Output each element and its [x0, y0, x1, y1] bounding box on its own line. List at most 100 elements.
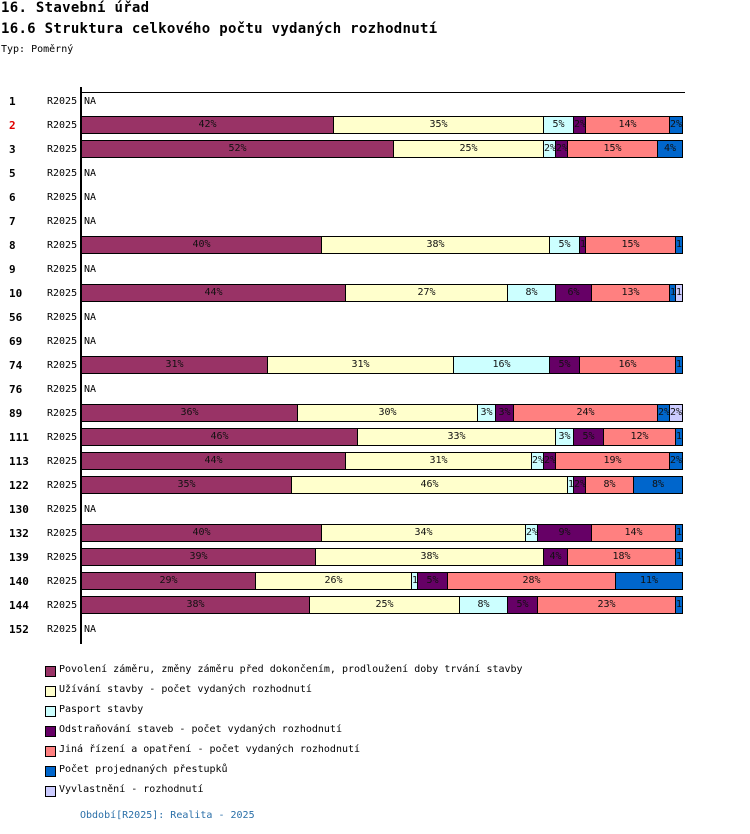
- bar-segment: 5%: [550, 237, 580, 253]
- row-id-label: 7: [9, 215, 16, 228]
- bar-value-label: 1%: [676, 551, 682, 562]
- row-id-label: 132: [9, 527, 29, 540]
- bar-segment: 4%: [544, 549, 568, 565]
- bar-segment: 40%: [82, 525, 322, 541]
- bar-segment: 1%: [676, 237, 682, 253]
- bar-value-label: 2%: [544, 455, 556, 466]
- bar-value-label: 2%: [658, 407, 670, 418]
- chart-row: 111 R2025 46% 33% 3% 5% 12% 1%: [0, 425, 750, 449]
- row-id-label: 10: [9, 287, 23, 300]
- chart-row: 76 R2025 NA: [0, 377, 750, 401]
- bar-segment: 40%: [82, 237, 322, 253]
- period-footer: Období[R2025]: Realita - 2025: [80, 810, 255, 821]
- bar-value-label: 2%: [544, 143, 556, 154]
- na-label: NA: [84, 192, 97, 203]
- bar-value-label: 42%: [198, 119, 217, 130]
- row-period-label: R2025: [47, 168, 78, 179]
- bar-segment: 6%: [556, 285, 592, 301]
- bar-segment: 46%: [292, 477, 568, 493]
- row-id-label: 9: [9, 263, 16, 276]
- bar-value-label: 46%: [420, 479, 439, 490]
- bar-segment: 2%: [658, 405, 670, 421]
- bar-value-label: 44%: [204, 287, 223, 298]
- row-period-label: R2025: [47, 312, 78, 323]
- row-period-label: R2025: [47, 216, 78, 227]
- legend-label: Počet projednaných přestupků: [59, 764, 228, 775]
- bar-segment: 30%: [298, 405, 478, 421]
- bar-value-label: 25%: [459, 143, 478, 154]
- stacked-bar: 35% 46% 1%2% 8% 8%: [82, 476, 683, 494]
- bar-segment: 1%: [412, 573, 418, 589]
- bar-segment: 8%: [634, 477, 682, 493]
- chart-row: 5 R2025 NA: [0, 161, 750, 185]
- bar-value-label: 26%: [324, 575, 343, 586]
- bar-segment: 1%: [670, 285, 676, 301]
- chart-row: 8 R2025 40% 38% 5% 1% 15% 1%: [0, 233, 750, 257]
- chart-row: 69 R2025 NA: [0, 329, 750, 353]
- chart-row: 6 R2025 NA: [0, 185, 750, 209]
- row-id-label: 89: [9, 407, 23, 420]
- na-label: NA: [84, 312, 97, 323]
- stacked-bar: 40% 34% 2% 9% 14% 1%: [82, 524, 683, 542]
- bar-value-label: 29%: [159, 575, 178, 586]
- bar-segment: 3%: [496, 405, 514, 421]
- bar-value-label: 27%: [417, 287, 436, 298]
- stacked-bar: 46% 33% 3% 5% 12% 1%: [82, 428, 683, 446]
- bar-value-label: 36%: [180, 407, 199, 418]
- row-period-label: R2025: [47, 528, 78, 539]
- legend-swatch: [45, 706, 56, 717]
- bar-value-label: 1%: [580, 239, 586, 250]
- na-label: NA: [84, 624, 97, 635]
- bar-segment: 2%: [574, 117, 586, 133]
- bar-value-label: 35%: [429, 119, 448, 130]
- row-period-label: R2025: [47, 600, 78, 611]
- bar-segment: 16%: [580, 357, 676, 373]
- bar-value-label: 8%: [477, 599, 490, 610]
- bar-segment: 2%: [574, 477, 586, 493]
- chart-row: 144 R2025 38% 25% 8% 5% 23% 1%: [0, 593, 750, 617]
- legend-swatch: [45, 666, 56, 677]
- bar-value-label: 5%: [516, 599, 529, 610]
- legend-label: Vyvlastnění - rozhodnutí: [59, 784, 204, 795]
- bar-value-label: 46%: [210, 431, 229, 442]
- bar-value-label: 38%: [420, 551, 439, 562]
- bar-segment: 2%: [544, 453, 556, 469]
- bar-value-label: 2%: [532, 455, 544, 466]
- row-period-label: R2025: [47, 408, 78, 419]
- na-label: NA: [84, 168, 97, 179]
- row-id-label: 6: [9, 191, 16, 204]
- bar-value-label: 34%: [414, 527, 433, 538]
- bar-value-label: 38%: [186, 599, 205, 610]
- row-period-label: R2025: [47, 624, 78, 635]
- na-label: NA: [84, 384, 97, 395]
- bar-segment: 2%: [670, 405, 682, 421]
- bar-value-label: 33%: [447, 431, 466, 442]
- row-period-label: R2025: [47, 552, 78, 563]
- bar-segment: 38%: [316, 549, 544, 565]
- bar-segment: 5%: [550, 357, 580, 373]
- legend-swatch: [45, 746, 56, 757]
- bar-segment: 25%: [310, 597, 460, 613]
- row-period-label: R2025: [47, 144, 78, 155]
- bar-value-label: 28%: [522, 575, 541, 586]
- row-period-label: R2025: [47, 504, 78, 515]
- bar-value-label: 13%: [621, 287, 640, 298]
- bar-segment: 4%: [658, 141, 682, 157]
- bar-segment: 5%: [574, 429, 604, 445]
- row-id-label: 2: [9, 119, 16, 132]
- row-period-label: R2025: [47, 336, 78, 347]
- bar-segment: 16%: [454, 357, 550, 373]
- row-period-label: R2025: [47, 480, 78, 491]
- bar-segment: 12%: [604, 429, 676, 445]
- bar-segment: 8%: [508, 285, 556, 301]
- chart-title: 16.6 Struktura celkového počtu vydaných …: [1, 21, 438, 37]
- legend-swatch: [45, 786, 56, 797]
- bar-value-label: 1%: [676, 287, 682, 298]
- legend-label: Pasport stavby: [59, 704, 144, 715]
- bar-value-label: 39%: [189, 551, 208, 562]
- bar-segment: 2%: [532, 453, 544, 469]
- chart-row: 122 R2025 35% 46% 1%2% 8% 8%: [0, 473, 750, 497]
- chart-row: 74 R2025 31% 31% 16% 5% 16% 1%: [0, 353, 750, 377]
- bar-value-label: 44%: [204, 455, 223, 466]
- bar-segment: 1%: [676, 525, 682, 541]
